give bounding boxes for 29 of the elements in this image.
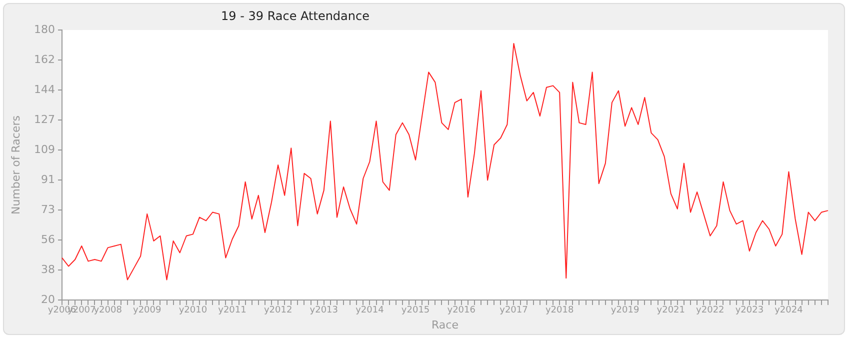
y-tick-label: 144 <box>34 82 55 96</box>
x-tick-label: y2013 <box>310 306 338 316</box>
chart-title: 19 - 39 Race Attendance <box>221 9 370 23</box>
y-axis-title: Number of Racers <box>9 115 22 214</box>
x-tick-label: y2012 <box>264 306 292 316</box>
x-tick-label: y2016 <box>447 306 476 316</box>
y-tick-label: 162 <box>34 52 55 66</box>
x-tick-label: y2010 <box>178 306 208 316</box>
x-tick-label: y2018 <box>545 306 574 316</box>
x-tick-label: y2017 <box>500 306 528 316</box>
x-tick-label: y2024 <box>774 306 804 316</box>
y-tick-label: 20 <box>41 292 55 306</box>
y-tick-label: 127 <box>34 112 55 126</box>
x-tick-label: y2021 <box>656 306 685 316</box>
x-tick-label: y2014 <box>356 306 384 316</box>
y-tick-label: 56 <box>41 232 55 246</box>
x-tick-label: y2011 <box>218 306 246 316</box>
x-tick-label: y2023 <box>735 306 764 316</box>
y-tick-label: 91 <box>41 172 55 186</box>
x-tick-label: y2009 <box>132 306 162 316</box>
x-tick-label: y2019 <box>610 306 640 316</box>
y-tick-label: 38 <box>41 262 55 276</box>
x-tick-label: y2022 <box>696 306 724 316</box>
x-tick-label: y2015 <box>401 306 430 316</box>
y-tick-label: 73 <box>41 202 55 216</box>
y-tick-label: 109 <box>34 142 55 156</box>
x-axis-title: Race <box>432 318 459 332</box>
x-tick-label: y2008 <box>94 306 122 316</box>
y-tick-label: 180 <box>34 22 55 36</box>
